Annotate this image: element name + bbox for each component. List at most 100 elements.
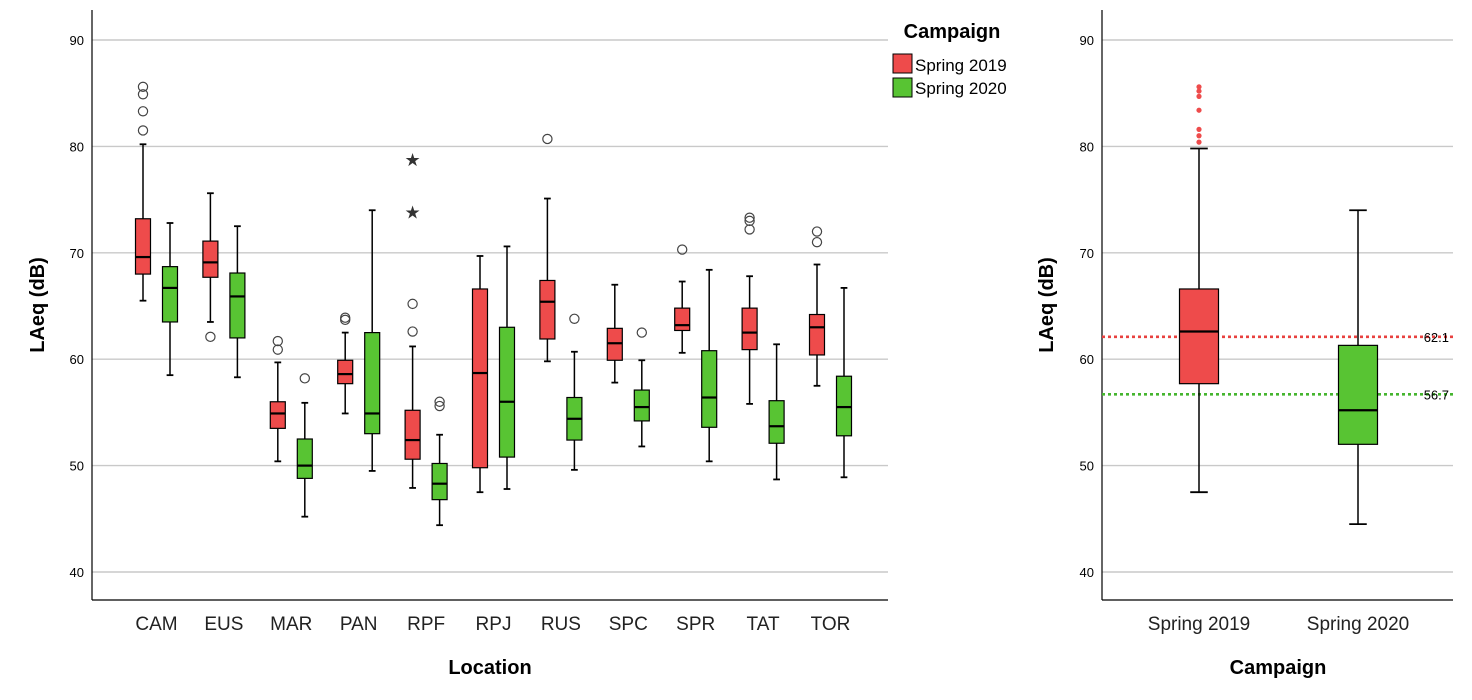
- category-label-eus: EUS: [204, 614, 243, 635]
- category-label-mar: MAR: [270, 614, 312, 635]
- right-gridlines: [1102, 39, 1453, 573]
- left-y-tick-90: 90: [70, 33, 84, 48]
- box-rpf-spring-2020-outlier-1: [434, 396, 445, 407]
- box-rus-spring-2019-outlier-0: [542, 133, 553, 145]
- category-label-tor: TOR: [811, 614, 851, 635]
- right-y-tick-40: 40: [1080, 565, 1094, 580]
- box-rpj-spring-2019-box: [471, 288, 489, 469]
- box-eus-spring-2020-box: [229, 272, 246, 339]
- right-category-labels: Spring 2019 Spring 2020: [1148, 614, 1409, 635]
- right-y-axis-title: LAeq (dB): [1036, 257, 1058, 353]
- category-label-spr: SPR: [676, 614, 715, 635]
- box-rpf-spring-2020-box: [431, 462, 448, 501]
- box-rpf-spring-2020-outlier-0: [434, 400, 445, 412]
- box-eus-spring-2019-box: [202, 240, 219, 278]
- campaign-label-spring-2019: Spring 2019: [1148, 614, 1250, 635]
- category-label-pan: PAN: [340, 614, 378, 635]
- left-y-tick-70: 70: [70, 246, 84, 261]
- box-tat-spring-2019-outlier-0: [744, 224, 755, 235]
- box-rus-spring-2019-box: [539, 279, 556, 340]
- box-cam-spring-2019-outlier-0: [137, 125, 149, 136]
- box-tat-spring-2020-box: [768, 400, 785, 444]
- box-rpf-spring-2019-extreme-0: ★: [405, 202, 421, 223]
- box-spr-spring-2020-box: [701, 350, 718, 428]
- right-y-tick-80: 80: [1080, 139, 1094, 154]
- box-pan-spring-2019-box: [337, 359, 354, 385]
- box-tat-spring-2019-box: [741, 307, 758, 351]
- campaign-label-spring-2020: Spring 2020: [1307, 614, 1409, 635]
- campaign-box-spring-2019-box: [1178, 288, 1220, 385]
- left-y-tick-80: 80: [70, 139, 84, 154]
- campaign-box-spring-2019-outlier-6: [1196, 84, 1202, 90]
- box-spr-spring-2019-outlier-0: [677, 244, 688, 255]
- left-y-tick-labels: 40 50 60 70 80 90: [70, 33, 84, 580]
- box-cam-spring-2020-box: [161, 266, 179, 323]
- box-cam-spring-2019-outlier-2: [137, 89, 149, 100]
- box-tat-spring-2019-outlier-1: [744, 215, 755, 227]
- reference-label-56-7: 56.7: [1424, 387, 1449, 402]
- category-label-cam: CAM: [135, 614, 177, 635]
- right-y-tick-labels: 40 50 60 70 80 90: [1080, 33, 1094, 580]
- right-axes: [1101, 10, 1453, 601]
- legend-swatch-spring-2020: [892, 77, 913, 98]
- left-y-axis-title: LAeq (dB): [27, 257, 49, 353]
- box-mar-spring-2019-outlier-0: [272, 344, 283, 355]
- box-cam-spring-2019-outlier-1: [137, 106, 149, 117]
- campaign-box-spring-2019-outlier-2: [1196, 126, 1202, 132]
- right-boxplots: [1178, 84, 1379, 526]
- legend-label-spring-2020: Spring 2020: [915, 79, 1007, 98]
- box-cam-spring-2019-box: [134, 218, 152, 275]
- legend-title: Campaign: [904, 21, 1001, 43]
- box-eus-spring-2019-outlier-0: [205, 331, 216, 343]
- campaign-box-spring-2019-outlier-3: [1196, 107, 1202, 113]
- right-x-axis-title: Campaign: [1230, 657, 1327, 679]
- box-tat-spring-2019-outlier-2: [744, 212, 755, 223]
- left-x-axis-title: Location: [448, 657, 531, 679]
- left-gridlines: [92, 39, 888, 573]
- box-rpf-spring-2019-outlier-0: [407, 326, 418, 337]
- left-boxplots: ★★: [134, 81, 853, 527]
- box-pan-spring-2019-outlier-0: [340, 314, 351, 326]
- category-label-rpj: RPJ: [476, 614, 512, 635]
- box-pan-spring-2019-outlier-1: [340, 312, 351, 323]
- box-mar-spring-2020-box: [296, 438, 313, 479]
- category-label-spc: SPC: [609, 614, 648, 635]
- reference-label-62-1: 62.1: [1424, 330, 1449, 345]
- category-label-rus: RUS: [541, 614, 581, 635]
- box-spr-spring-2019-box: [674, 307, 691, 332]
- box-pan-spring-2020-box: [364, 332, 381, 435]
- box-rpf-spring-2019-outlier-1: [407, 298, 418, 310]
- box-tor-spring-2019-box: [808, 313, 826, 356]
- campaign-box-spring-2019-outlier-0: [1196, 139, 1202, 145]
- left-axes: [91, 10, 888, 601]
- right-y-tick-70: 70: [1080, 246, 1094, 261]
- box-spc-spring-2020-outlier-0: [636, 327, 648, 338]
- campaign-box-spring-2019-outlier-4: [1196, 93, 1202, 99]
- box-cam-spring-2019-outlier-3: [137, 81, 149, 93]
- right-reference-lines: 62.1 56.7: [1102, 330, 1453, 402]
- box-mar-spring-2019-outlier-1: [272, 335, 283, 347]
- left-y-tick-50: 50: [70, 459, 84, 474]
- right-y-tick-50: 50: [1080, 459, 1094, 474]
- box-tor-spring-2019-outlier-1: [811, 226, 823, 237]
- box-tor-spring-2019-outlier-0: [811, 236, 823, 248]
- left-y-tick-40: 40: [70, 565, 84, 580]
- box-mar-spring-2020-outlier-0: [299, 373, 310, 384]
- left-y-tick-60: 60: [70, 352, 84, 367]
- legend-swatch-spring-2019: [892, 53, 913, 74]
- box-mar-spring-2019-box: [269, 401, 286, 429]
- box-rpf-spring-2019-box: [404, 409, 421, 460]
- box-rpj-spring-2020-box: [498, 326, 516, 458]
- box-rpf-spring-2019-extreme-1: ★: [405, 150, 421, 171]
- right-y-tick-90: 90: [1080, 33, 1094, 48]
- legend-label-spring-2019: Spring 2019: [915, 56, 1007, 75]
- box-spc-spring-2020-box: [633, 389, 650, 422]
- legend: Campaign Spring 2019 Spring 2020: [892, 21, 1007, 98]
- left-category-labels: CAM EUS MAR PAN RPF RPJ RUS SPC SPR TAT TOR: [135, 614, 850, 635]
- campaign-box-spring-2020-box: [1337, 344, 1379, 445]
- category-label-rpf: RPF: [407, 614, 445, 635]
- campaign-box-spring-2019-outlier-1: [1196, 133, 1202, 139]
- campaign-box-spring-2019-outlier-5: [1196, 88, 1202, 94]
